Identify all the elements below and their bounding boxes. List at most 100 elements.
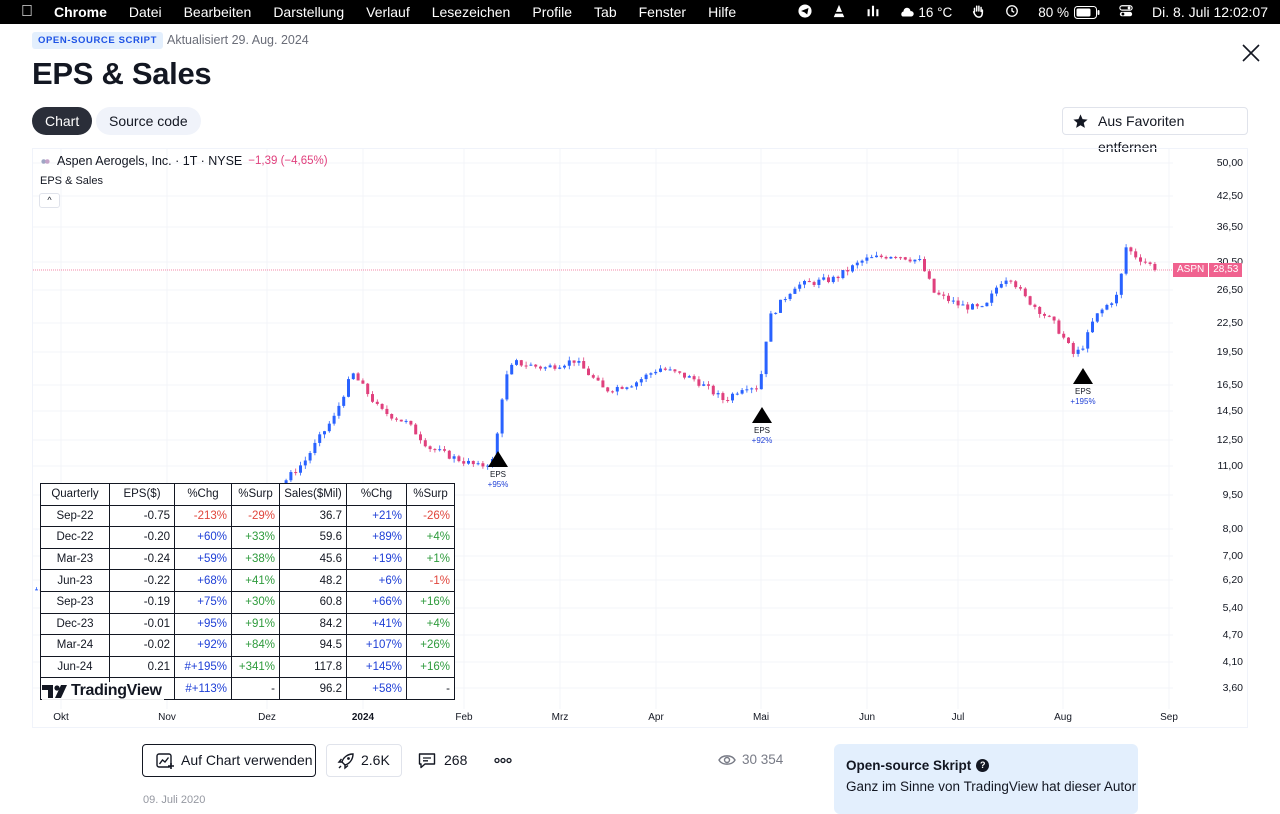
candle [428,445,432,453]
candle [500,397,504,438]
candle [1071,341,1075,358]
tradingview-logo-icon [42,684,67,698]
candle [399,419,403,422]
candle [827,274,830,284]
chart-panel[interactable]: Aspen Aerogels, Inc. · 1T · NYSE −1,39 (… [32,148,1248,728]
candle-body [947,295,950,302]
table-cell: +4% [406,526,455,549]
candle [750,387,754,394]
time-axis-label: 2024 [351,712,375,723]
candle-body [692,376,696,380]
candle [731,392,734,403]
candle-body [35,589,38,591]
menu-darstellung[interactable]: Darstellung [273,4,345,20]
sync-icon[interactable] [865,4,881,21]
menu-bar-clock[interactable]: Di. 8. Juli 12:02:07 [1152,4,1268,20]
candle-body [716,393,720,395]
candle [577,357,581,366]
candle-body [899,257,902,259]
candle-body [423,440,427,447]
candle [975,303,979,309]
more-options-button[interactable] [488,744,518,777]
candle-body [807,280,811,283]
eps-marker[interactable]: EPS +95% [478,451,518,490]
tradingview-logo[interactable]: TradingView [42,682,164,700]
time-axis-label: Nov [158,712,176,723]
menu-datei[interactable]: Datei [128,4,162,20]
candle [1100,308,1104,317]
candle [553,363,557,371]
collapse-legend-button[interactable]: ^ [39,193,60,208]
menu-lesezeichen[interactable]: Lesezeichen [431,4,511,20]
candle-body [879,255,883,258]
question-icon[interactable]: ? [976,759,990,772]
candle-body [515,360,518,365]
candle-body [971,304,974,310]
candle-body [1119,273,1123,295]
candle-body [726,400,730,402]
candle-body [913,259,917,262]
candle [707,381,710,390]
menu-app-chrome[interactable]: Chrome [54,4,107,20]
candle-body [995,287,998,294]
candle [390,413,394,421]
candle [385,405,389,417]
use-on-chart-button[interactable]: Auf Chart verwenden [142,744,316,777]
last-price-tag: ASPN 28,53 [1173,263,1243,277]
vlc-icon[interactable] [831,4,847,21]
table-cell: +92% [174,634,232,657]
candle-body [337,405,341,416]
table-cell: -0.24 [109,547,175,571]
menu-profile[interactable]: Profile [532,4,573,20]
candle [995,285,998,297]
candle-body [611,391,614,393]
candle [476,460,480,466]
candle [860,259,864,266]
candle [870,254,874,259]
candle [337,402,341,419]
menu-verlauf[interactable]: Verlauf [366,4,410,20]
eps-marker[interactable]: EPS +92% [742,407,782,446]
candle [438,445,442,452]
menu-bearbeiten[interactable]: Bearbeiten [183,4,252,20]
candle [798,281,802,292]
weather-widget[interactable]: 16 °C [899,5,952,20]
menu-fenster[interactable]: Fenster [638,4,687,20]
indicator-name[interactable]: EPS & Sales [40,175,103,187]
candle [35,587,38,591]
remove-from-favorites-button[interactable]: Aus Favoriten entfernen [1062,107,1248,155]
tab-chart[interactable]: Chart [32,107,93,135]
hand-icon[interactable] [970,4,986,21]
menu-hilfe[interactable]: Hilfe [708,4,737,20]
candle [543,366,547,371]
battery-status[interactable]: 80 % [1038,5,1100,20]
candle [879,253,883,259]
table-cell: +4% [406,612,455,636]
candle-body [908,259,912,262]
candle-body [510,364,514,375]
telegram-icon[interactable] [797,3,813,21]
candle-body [428,446,432,450]
tab-source-code[interactable]: Source code [96,107,201,135]
table-cell: +59% [174,547,232,571]
candle [351,372,355,380]
boost-button[interactable]: 2.6K [326,744,402,777]
control-center-icon[interactable] [1118,4,1134,21]
candle-body [1067,337,1070,344]
apple-icon[interactable]:  [0,3,54,21]
candle [1033,303,1037,310]
price-axis-label: 4,70 [1222,629,1243,641]
chart-add-icon [156,753,174,769]
table-cell: Dec-23 [40,612,110,636]
menu-tab[interactable]: Tab [594,4,617,20]
symbol-legend[interactable]: Aspen Aerogels, Inc. · 1T · NYSE −1,39 (… [40,154,328,168]
candle [702,381,706,387]
time-machine-icon[interactable] [1004,4,1020,21]
eps-sales-table: Quarterly EPS($) %Chg %Surp Sales($Mil) %Chg%… [40,483,455,700]
close-button[interactable] [1238,40,1264,66]
comments-button[interactable]: 268 [410,744,478,777]
candle [711,384,715,396]
eps-marker[interactable]: EPS +195% [1063,368,1103,407]
candle [591,373,595,379]
table-cell: +1% [406,547,455,571]
